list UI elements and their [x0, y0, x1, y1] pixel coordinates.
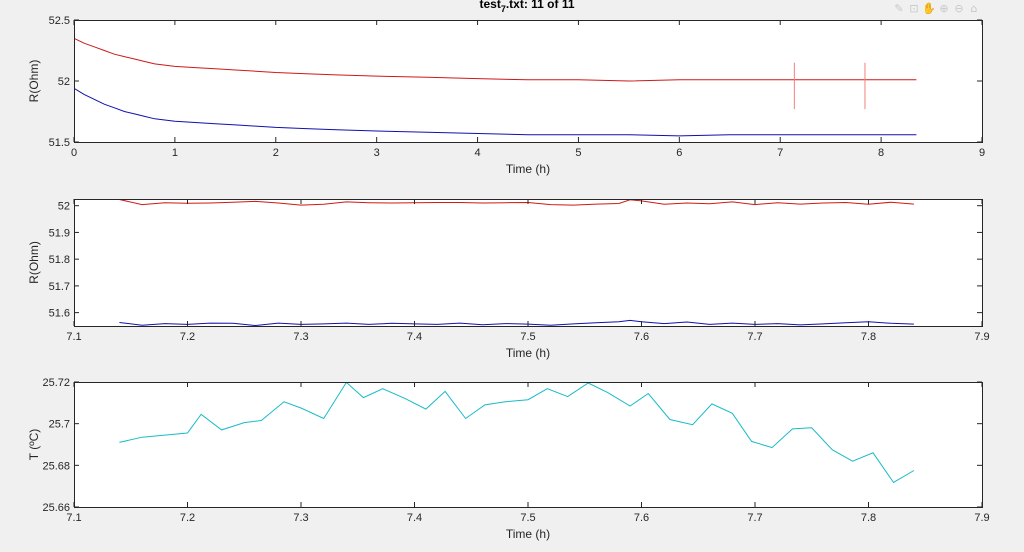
- x-tick-label: 7.8: [861, 331, 876, 343]
- y-tick-label: 51.8: [49, 254, 70, 266]
- x-tick-label: 7: [777, 147, 783, 159]
- y-tick-label: 51.5: [49, 137, 70, 149]
- y-axis-label: R(Ohm): [27, 241, 41, 284]
- x-tick-label: 7.1: [66, 512, 81, 524]
- x-tick-label: 7.9: [974, 331, 989, 343]
- x-tick-label: 8: [878, 147, 884, 159]
- y-tick-label: 51.9: [49, 227, 70, 239]
- y-tick-label: 25.68: [42, 460, 70, 472]
- x-tick-label: 7.5: [520, 512, 535, 524]
- x-tick-label: 1: [172, 147, 178, 159]
- title-rest: .txt: 11 of 11: [506, 0, 575, 11]
- y-tick-label: 51.7: [49, 281, 70, 293]
- x-tick-label: 3: [374, 147, 380, 159]
- x-tick-label: 7.4: [407, 331, 422, 343]
- axes-2: 7.1 7.2 7.3 7.4 7.5 7.6 7.7 7.8 7.9 51.6 51.7 51.8 5…: [27, 199, 990, 360]
- x-tick-label: 7.3: [293, 512, 308, 524]
- x-tick-label: 7.1: [66, 331, 81, 343]
- title-subscript: 7: [501, 4, 506, 14]
- series-line-cyan: [119, 382, 915, 484]
- x-tick-label: 7.6: [634, 331, 649, 343]
- data-tip-icon[interactable]: ⊡: [909, 2, 919, 15]
- x-tick-label: 7.6: [634, 512, 649, 524]
- x-tick-label: 5: [575, 147, 581, 159]
- x-tick-label: 7.3: [293, 331, 308, 343]
- y-tick-label: 25.66: [42, 502, 70, 514]
- axes-3: 7.1 7.2 7.3 7.4 7.5 7.6 7.7 7.8 7.9 25.66 25.68 25.…: [27, 377, 990, 541]
- plot-area: [74, 20, 982, 142]
- axes-1: 0 1 2 3 4 5 6 7 8 9 51.5 52 52.5 Time (h) R(Ohm): [27, 15, 985, 176]
- x-tick-label: 7.8: [861, 512, 876, 524]
- x-tick-label: 7.9: [974, 512, 989, 524]
- y-tick-label: 52: [58, 76, 70, 88]
- y-tick-label: 52: [58, 201, 70, 213]
- y-axis-label: R(Ohm): [27, 60, 41, 103]
- y-tick-label: 52.5: [49, 15, 70, 27]
- x-axis-label: Time (h): [506, 527, 550, 541]
- y-axis-label: T (ºC): [27, 429, 41, 461]
- x-axis-label: Time (h): [506, 162, 550, 176]
- plot-area: [74, 382, 982, 507]
- pan-icon[interactable]: ✋: [922, 2, 936, 15]
- series-line-blue: [74, 87, 917, 137]
- y-tick-label: 51.6: [49, 308, 70, 320]
- x-tick-label: 7.7: [747, 331, 762, 343]
- x-tick-label: 7.2: [180, 512, 195, 524]
- x-tick-label: 6: [676, 147, 682, 159]
- y-tick-label: 25.7: [49, 419, 70, 431]
- figure-title: test7.txt: 11 of 11: [479, 0, 574, 14]
- x-tick-label: 9: [979, 147, 985, 159]
- home-icon[interactable]: ⌂: [970, 2, 978, 15]
- x-tick-label: 7.2: [180, 331, 195, 343]
- x-tick-label: 7.7: [747, 512, 762, 524]
- x-tick-label: 7.5: [520, 331, 535, 343]
- zoom-in-icon[interactable]: ⊕: [939, 2, 949, 15]
- series-line-red: [74, 37, 917, 82]
- x-tick-label: 7.4: [407, 512, 422, 524]
- figure-toolbar: ✎ ⊡ ✋ ⊕ ⊖ ⌂: [893, 2, 980, 16]
- y-tick-label: 25.72: [42, 377, 70, 389]
- plot-area: [74, 199, 982, 326]
- x-tick-label: 0: [71, 147, 77, 159]
- x-axis-label: Time (h): [506, 346, 550, 360]
- x-tick-label: 4: [474, 147, 480, 159]
- zoom-out-icon[interactable]: ⊖: [954, 2, 964, 15]
- title-main: test: [479, 0, 500, 11]
- x-tick-label: 2: [273, 147, 279, 159]
- brush-icon[interactable]: ✎: [894, 2, 904, 15]
